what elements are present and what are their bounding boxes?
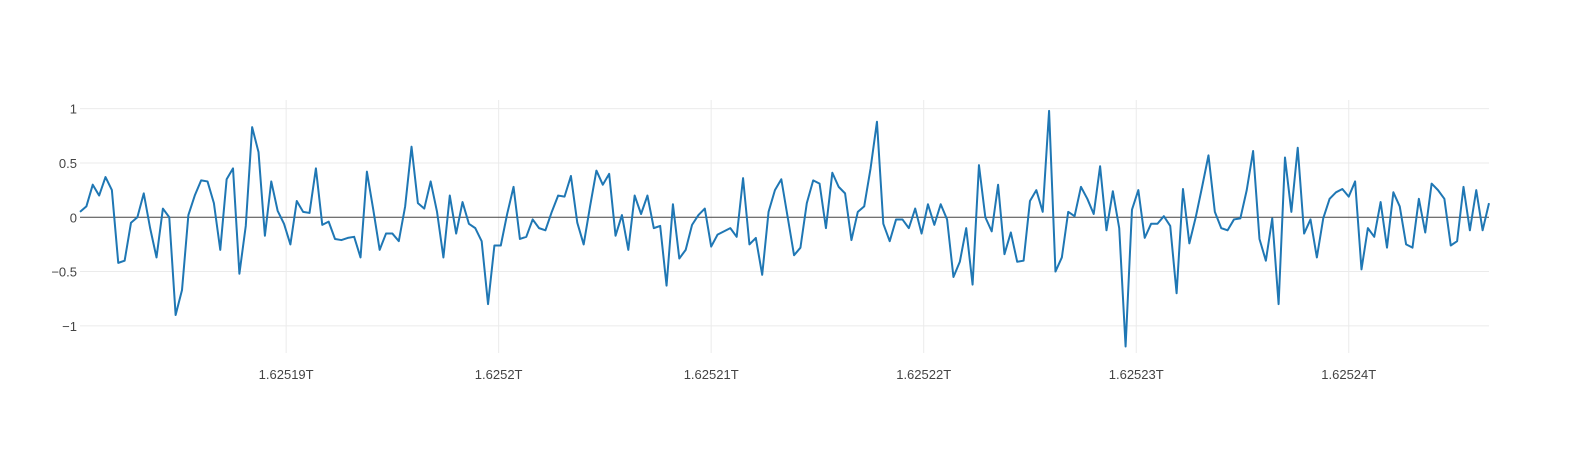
x-tick-label: 1.6252T	[475, 367, 523, 382]
series-line	[79, 109, 1490, 348]
y-tick-label: −1	[62, 319, 77, 334]
y-tick-label: 0	[70, 210, 77, 225]
x-tick-label: 1.62523T	[1109, 367, 1164, 382]
x-tick-label: 1.62521T	[684, 367, 739, 382]
y-tick-label: −0.5	[51, 265, 77, 280]
y-tick-label: 0.5	[59, 156, 77, 171]
grid-layer	[80, 100, 1489, 353]
x-tick-label: 1.62519T	[259, 367, 314, 382]
x-tick-label: 1.62524T	[1321, 367, 1376, 382]
series-layer	[79, 109, 1490, 348]
x-tick-label: 1.62522T	[896, 367, 951, 382]
y-tick-label: 1	[70, 102, 77, 117]
y-axis-ticks: 1 0.5 0 −0.5 −1	[51, 102, 77, 334]
x-axis-ticks: 1.62519T 1.6252T 1.62521T 1.62522T 1.62523T 1…	[259, 367, 1377, 382]
